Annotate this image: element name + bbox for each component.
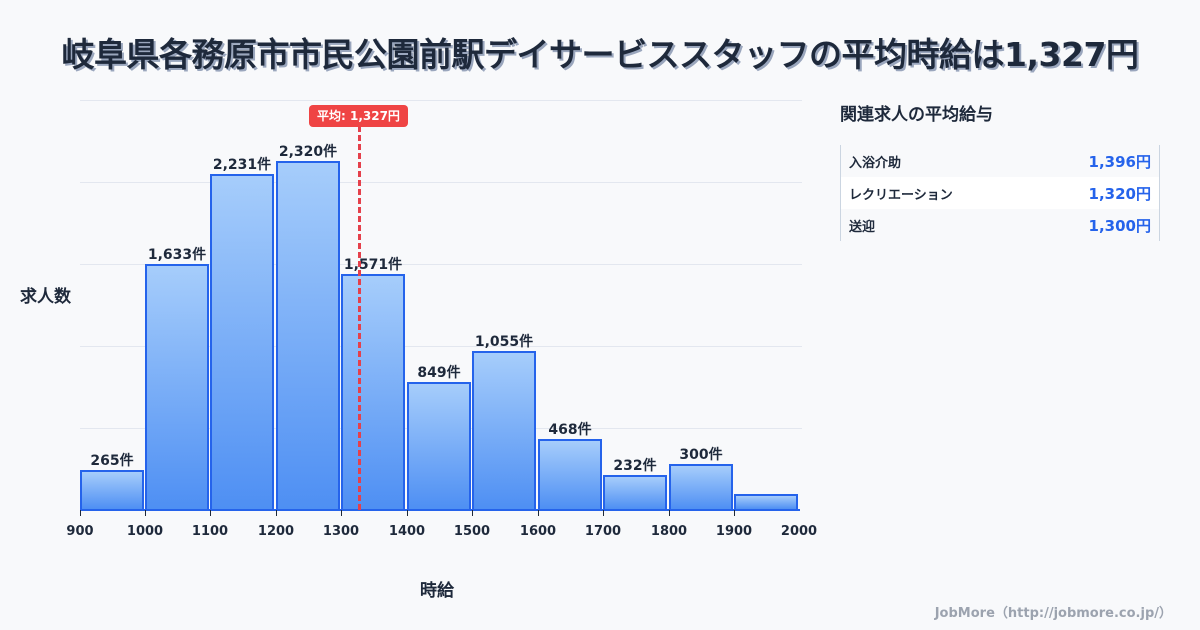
- y-axis-label: 求人数: [20, 287, 71, 307]
- x-tick: [145, 510, 146, 516]
- related-list: 入浴介助 1,396円 レクリエーション 1,320円 送迎 1,300円: [840, 145, 1160, 241]
- related-salaries-panel: 関連求人の平均給与 入浴介助 1,396円 レクリエーション 1,320円 送迎…: [840, 100, 1170, 241]
- average-badge: 平均: 1,327円: [309, 105, 408, 127]
- bar-900: [80, 470, 144, 511]
- bar-value-label: 2,231件: [212, 157, 272, 173]
- related-item: 送迎 1,300円: [841, 209, 1159, 241]
- related-item-value: 1,396円: [1088, 152, 1151, 171]
- x-tick: [603, 510, 604, 516]
- related-item: レクリエーション 1,320円: [841, 177, 1159, 209]
- related-item-name: 送迎: [849, 219, 876, 235]
- bar-value-label: 1,633件: [147, 247, 207, 263]
- bar-1000: [145, 264, 209, 511]
- bar-1300: [341, 274, 405, 511]
- bar-1200: [276, 161, 340, 511]
- x-axis-label: 時給: [420, 581, 454, 601]
- bar-value-label: 232件: [613, 458, 657, 474]
- x-tick-label: 1500: [453, 524, 491, 539]
- related-item-name: レクリエーション: [849, 187, 953, 203]
- bar-1700: [603, 475, 667, 511]
- gridline: [80, 264, 802, 265]
- x-tick: [669, 510, 670, 516]
- bar-value-label: 1,571件: [343, 257, 403, 273]
- x-tick: [276, 510, 277, 516]
- bar-value-label: 849件: [417, 365, 461, 381]
- x-tick-label: 1400: [388, 524, 426, 539]
- bar-1800: [669, 464, 733, 511]
- footer-credit: JobMore（http://jobmore.co.jp/）: [934, 606, 1172, 621]
- related-title: 関連求人の平均給与: [840, 105, 993, 125]
- related-item-name: 入浴介助: [849, 155, 902, 171]
- x-axis-line: [80, 509, 800, 511]
- gridline: [80, 100, 802, 101]
- x-tick-label: 1200: [257, 524, 295, 539]
- bar-value-label: 1,055件: [474, 334, 534, 350]
- average-line: [358, 126, 361, 510]
- x-tick-label: 1600: [519, 524, 557, 539]
- bar-1400: [407, 382, 471, 511]
- x-tick-label: 1100: [191, 524, 229, 539]
- x-tick: [210, 510, 211, 516]
- gridline: [80, 346, 802, 347]
- x-tick: [472, 510, 473, 516]
- histogram-chart: 求人数 時給 265件 1,633件 2,231件 2,320件 1,571件 …: [20, 100, 818, 601]
- x-tick-label: 1300: [322, 524, 360, 539]
- related-item-value: 1,300円: [1088, 216, 1151, 235]
- bar-value-label: 468件: [548, 422, 592, 438]
- x-tick-label: 1700: [584, 524, 622, 539]
- x-tick-label: 1000: [126, 524, 164, 539]
- x-tick: [341, 510, 342, 516]
- bar-1100: [210, 174, 274, 511]
- page-title: 岐阜県各務原市市民公園前駅デイサービススタッフの平均時給は1,327円: [61, 35, 1139, 74]
- x-tick-label: 1800: [650, 524, 688, 539]
- bar-1500: [472, 351, 536, 511]
- gridline: [80, 182, 802, 183]
- x-tick-label: 1900: [715, 524, 753, 539]
- x-tick-label: 2000: [780, 524, 818, 539]
- x-tick: [80, 510, 81, 516]
- related-item: 入浴介助 1,396円: [841, 145, 1159, 177]
- bar-value-label: 300件: [679, 447, 723, 463]
- x-tick: [538, 510, 539, 516]
- related-item-value: 1,320円: [1088, 184, 1151, 203]
- bar-value-label: 2,320件: [278, 144, 338, 160]
- x-tick: [407, 510, 408, 516]
- x-tick: [734, 510, 735, 516]
- bar-1600: [538, 439, 602, 511]
- bar-value-label: 265件: [90, 453, 134, 469]
- x-tick-label: 900: [66, 524, 94, 539]
